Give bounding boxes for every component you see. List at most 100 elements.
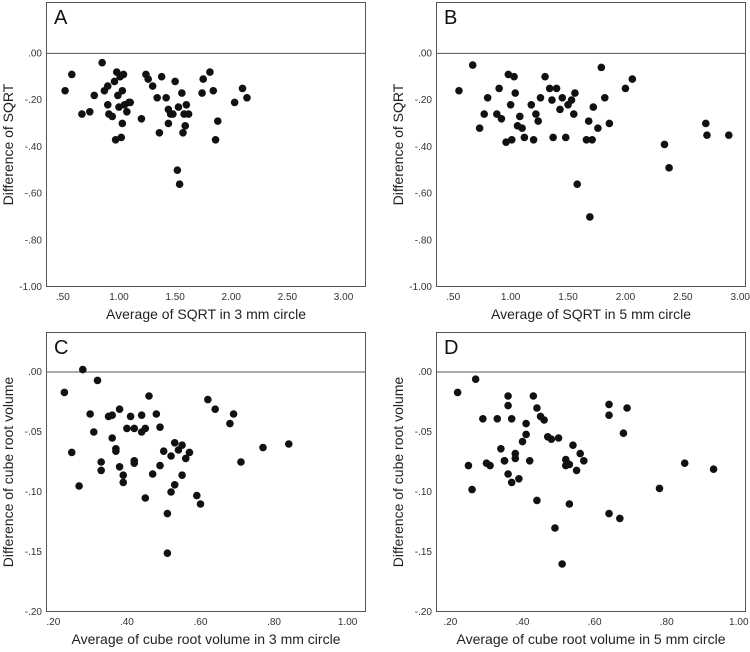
data-point [60,388,69,397]
data-point [171,77,179,86]
data-point [569,110,578,118]
data-point [259,443,267,452]
data-point [211,136,220,144]
plot-frame [46,2,366,287]
data-point [90,428,98,436]
data-point [576,449,584,458]
data-point [167,488,175,496]
x-tick-label: .40 [120,617,134,628]
data-point [163,509,172,518]
data-point [175,180,184,188]
data-point [86,410,94,418]
x-tick-label: .40 [516,617,530,628]
x-tick-label: 2.50 [278,292,298,303]
data-point [103,100,112,109]
data-point [108,411,117,420]
y-tick-label: .00 [28,48,42,59]
panel-letter: D [444,337,458,359]
data-point [579,457,588,465]
data-point [493,415,502,423]
data-point [97,458,105,466]
data-point [527,100,536,109]
data-point [558,93,567,102]
x-tick-label: 1.50 [558,292,578,303]
data-point [119,70,128,79]
data-point [163,549,172,557]
panel-c: C .00 -.05 -.10 -.15 -.20.20 .40 .60 .80 1.00 Aver… [0,332,366,647]
data-point [619,429,628,438]
x-tick-label: 1.50 [165,292,185,303]
data-point [110,77,119,86]
data-point [123,107,131,116]
y-tick-label: -.60 [25,189,43,200]
data-point [506,100,515,109]
data-point [115,405,124,414]
data-point [486,461,494,470]
data-point [522,419,530,428]
data-point [173,166,182,174]
data-point [571,89,579,97]
y-tick-label: -.20 [415,607,433,618]
data-point [130,424,139,433]
data-point [162,93,170,102]
y-tick-label: .00 [418,48,432,59]
data-point [159,447,168,456]
x-tick-label: .50 [446,292,460,303]
data-point [112,445,120,453]
data-point [144,75,152,83]
data-point [511,454,520,463]
data-point [193,491,201,500]
data-point [533,404,541,412]
y-tick-label: -.10 [25,487,43,498]
data-point [493,110,501,118]
data-point [75,482,83,490]
data-point [480,110,489,118]
y-tick-label: -.10 [415,487,433,498]
x-tick-label: .50 [56,292,70,303]
data-point [507,478,516,487]
x-tick-label: 1.00 [338,617,358,628]
data-point [468,485,476,494]
data-point [237,458,245,466]
data-point [141,494,150,502]
data-point [170,481,179,489]
data-point [157,72,166,81]
data-point [455,86,463,95]
data-point [181,121,190,130]
x-tick-label: 2.00 [616,292,636,303]
y-axis-title: Difference of SQRT [0,83,16,205]
data-point [540,416,548,424]
data-point [170,439,179,447]
data-point [123,424,131,433]
data-point [655,484,664,493]
data-point [226,419,234,428]
x-tick-label: 1.00 [501,292,521,303]
data-point [211,405,219,414]
data-point [525,457,534,465]
data-point [534,117,542,125]
data-point [475,124,484,132]
x-tick-label: 3.00 [731,292,750,303]
data-point [511,89,520,97]
data-point [119,471,128,480]
x-tick-label: 2.00 [222,292,242,303]
data-point [545,84,554,93]
data-point [479,415,487,423]
data-point [507,415,516,423]
y-tick-label: -1.00 [19,282,42,293]
y-axis-title: Difference of SQRT [390,83,406,205]
data-point [605,119,614,128]
data-point [108,434,117,442]
data-point [565,460,574,469]
data-point [548,96,556,104]
data-point [178,89,186,97]
y-tick-label: -.80 [415,235,433,246]
data-point [547,435,556,444]
data-point [85,107,94,116]
data-point [541,72,549,81]
data-point [497,445,505,453]
data-point [243,93,251,102]
data-point [616,514,624,523]
x-tick-label: 1.00 [109,292,129,303]
data-point [471,375,480,384]
